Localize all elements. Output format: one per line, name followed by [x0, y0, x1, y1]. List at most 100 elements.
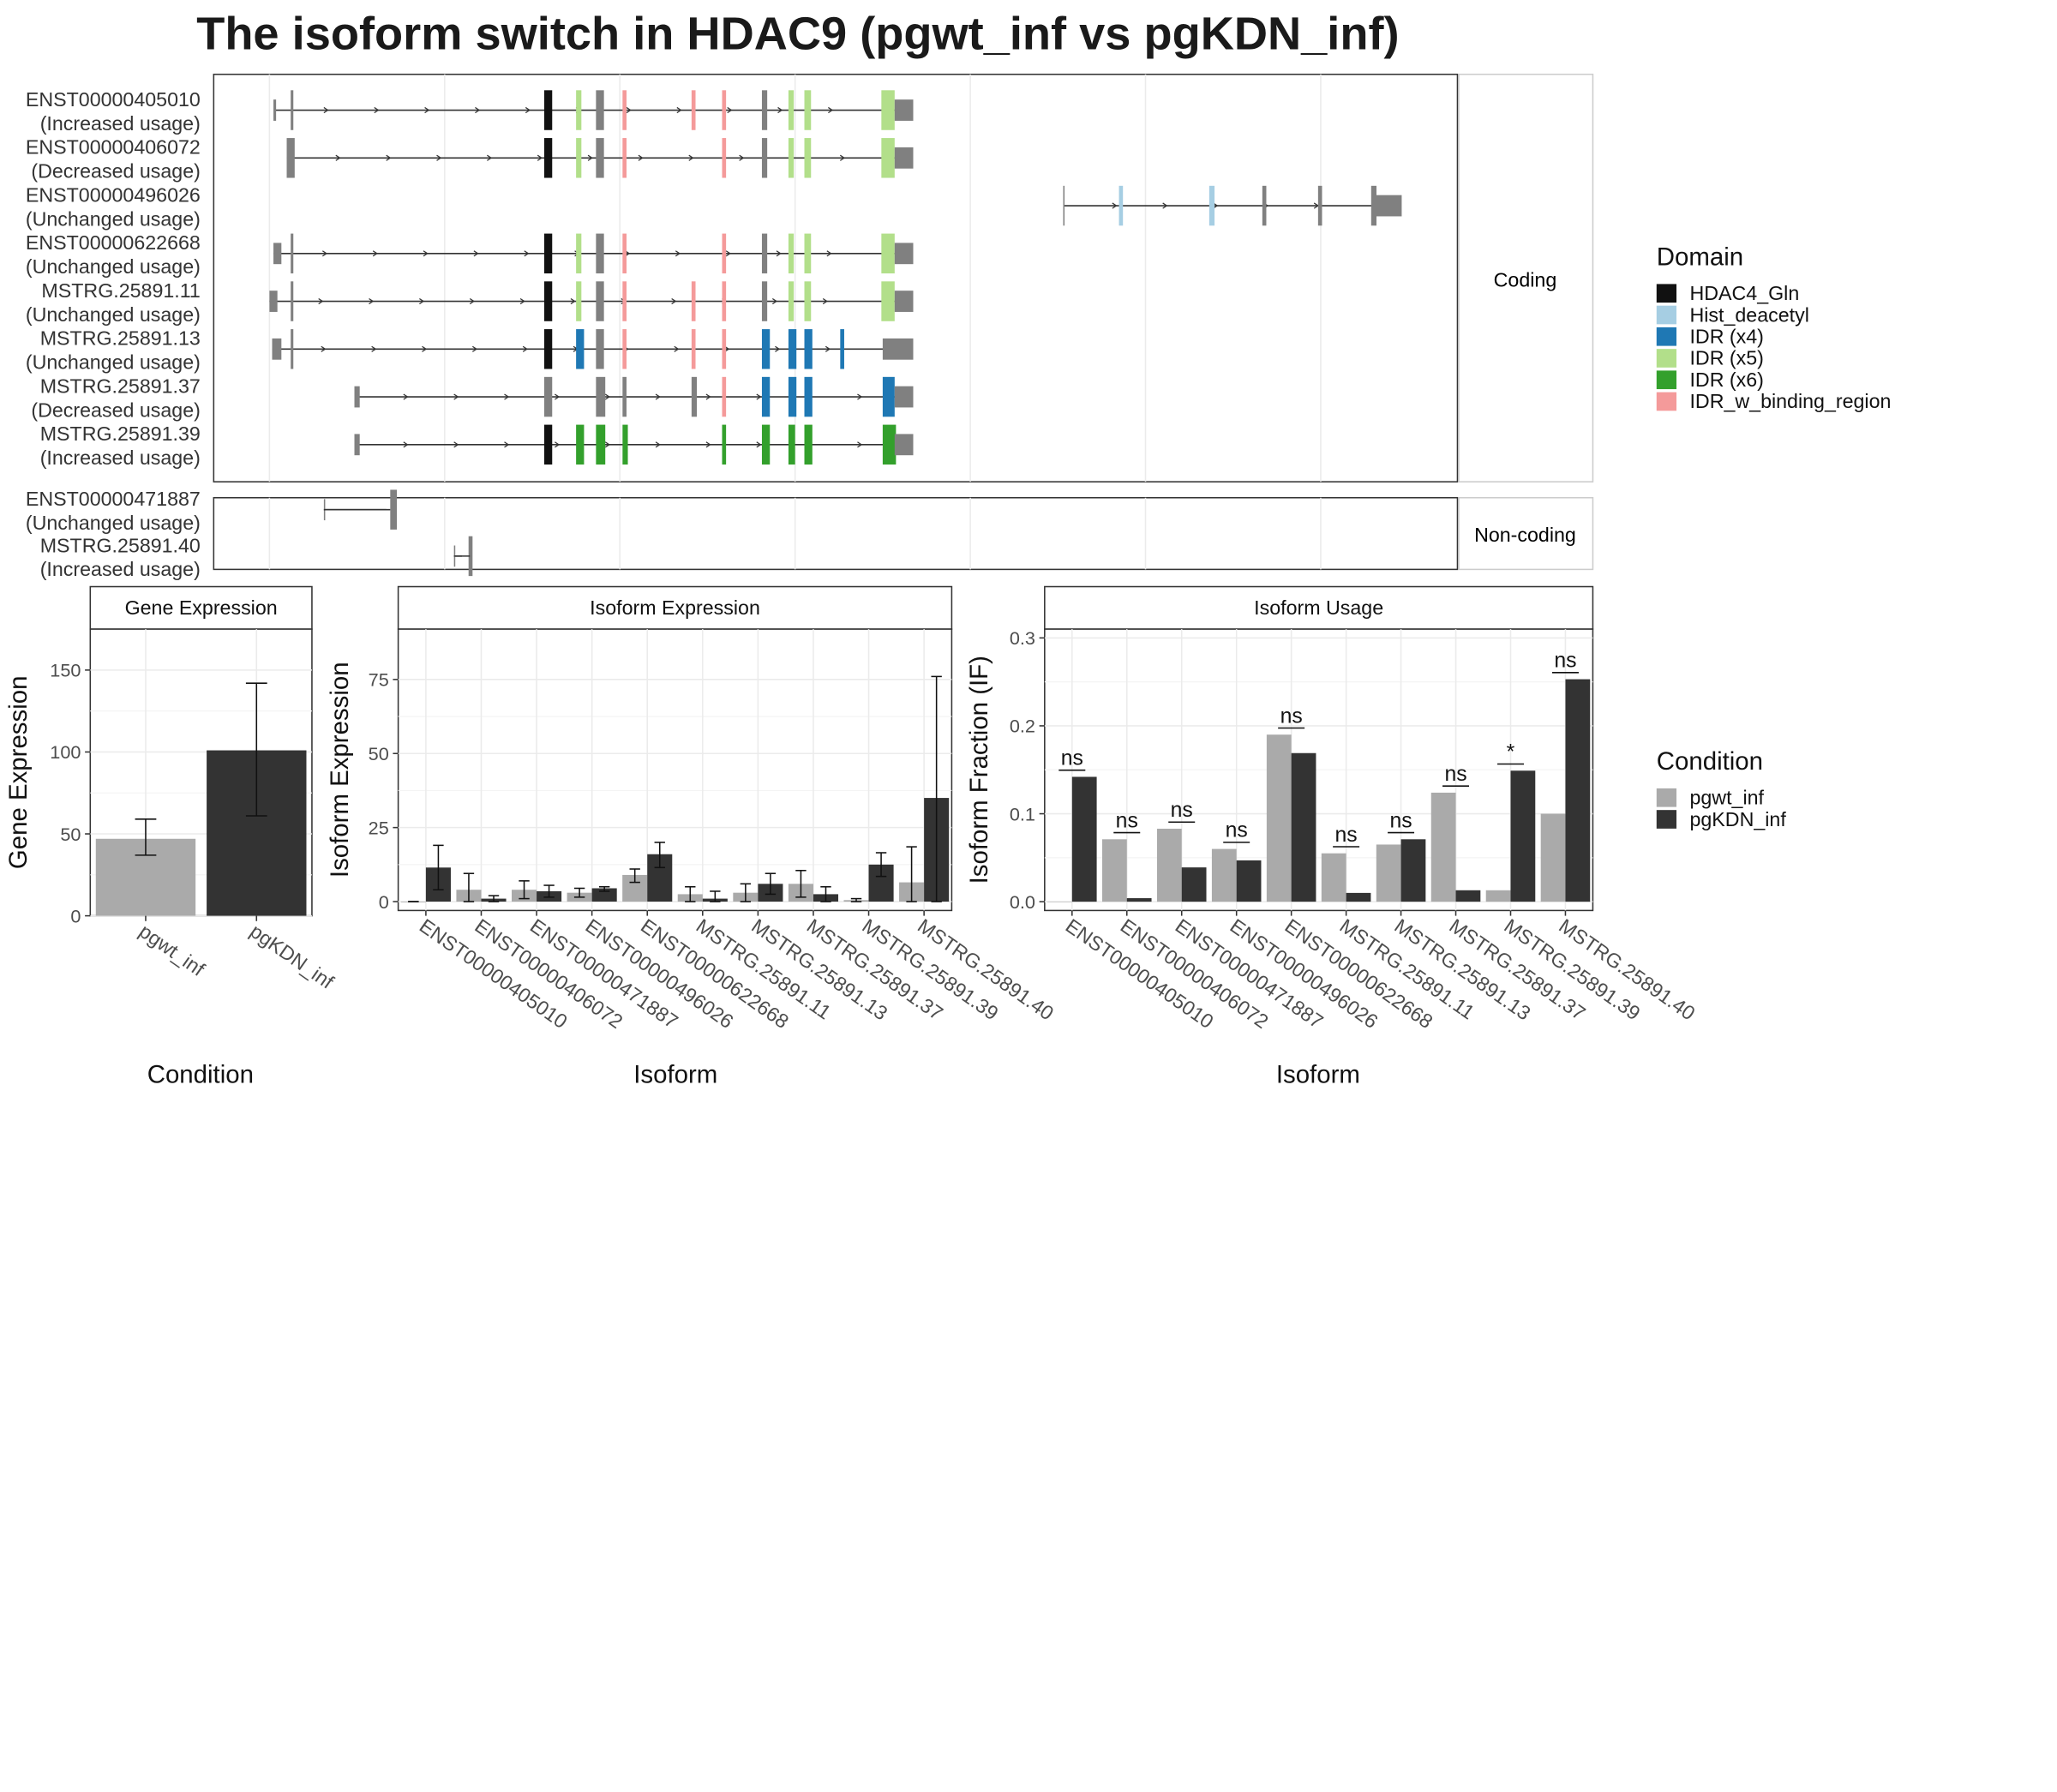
transcript-id-label: ENST00000471887: [26, 488, 201, 510]
exon-block: [596, 138, 603, 177]
transcript-usage-label: (Decreased usage): [31, 160, 200, 183]
legend-swatch-domain: [1657, 393, 1676, 411]
transcript-id-label: ENST00000496026: [26, 183, 201, 206]
exon-block: [273, 99, 276, 121]
exon-block: [291, 329, 293, 369]
exon-block: [544, 138, 552, 177]
exon-block: [596, 377, 605, 417]
exon-block: [789, 425, 795, 464]
exon-block: [895, 291, 914, 312]
legend-label-domain: Hist_deacetyl: [1689, 303, 1808, 326]
significance-label: ns: [1444, 763, 1466, 786]
exon-block: [762, 329, 770, 369]
legend-swatch-condition: [1657, 788, 1676, 807]
y-tick-label: 100: [50, 741, 81, 763]
exon-block: [789, 281, 794, 321]
exon-block: [1209, 186, 1214, 225]
exon-block: [883, 425, 896, 464]
exon-block: [291, 90, 293, 129]
bar: [1157, 829, 1182, 902]
exon-block: [622, 377, 627, 417]
transcript-usage-label: (Increased usage): [40, 447, 201, 469]
legend-swatch-domain: [1657, 370, 1676, 389]
y-axis-label: Isoform Fraction (IF): [965, 656, 993, 884]
bar: [1565, 680, 1590, 902]
exon-block: [883, 377, 895, 417]
legend-swatch-condition: [1657, 810, 1676, 829]
page-title: The isoform switch in HDAC9 (pgwt_inf vs…: [196, 8, 1399, 61]
exon-block: [722, 90, 726, 129]
exon-block: [596, 281, 603, 321]
exon-block: [722, 329, 726, 369]
bar: [1292, 753, 1316, 902]
noncoding-panel: [213, 498, 1457, 570]
exon-block: [1376, 195, 1401, 217]
bar: [1541, 814, 1566, 902]
exon-block: [291, 234, 293, 273]
exon-block: [544, 425, 552, 464]
exon-block: [1064, 186, 1065, 225]
exon-block: [355, 434, 360, 455]
panel-title: Gene Expression: [125, 596, 278, 619]
exon-block: [544, 377, 552, 417]
exon-block: [291, 281, 293, 321]
y-tick-label: 0.0: [1010, 891, 1035, 913]
legend-title-condition: Condition: [1657, 747, 1763, 776]
exon-block: [762, 90, 767, 129]
exon-block: [1119, 186, 1124, 225]
exon-block: [805, 329, 813, 369]
legend-swatch-domain: [1657, 327, 1676, 346]
exon-block: [576, 90, 581, 129]
transcript-id-label: ENST00000622668: [26, 231, 201, 254]
transcript-usage-label: (Increased usage): [40, 112, 201, 135]
significance-label: ns: [1116, 809, 1138, 832]
exon-block: [895, 434, 914, 455]
bar: [1346, 893, 1371, 902]
exon-block: [789, 138, 794, 177]
transcript-usage-label: (Unchanged usage): [26, 351, 201, 374]
transcript-id-label: MSTRG.25891.13: [40, 327, 201, 350]
exon-block: [881, 90, 894, 129]
y-tick-label: 0.2: [1010, 716, 1035, 737]
exon-block: [762, 234, 767, 273]
exon-block: [722, 281, 726, 321]
transcript-usage-label: (Unchanged usage): [26, 303, 201, 326]
exon-block: [805, 281, 812, 321]
exon-block: [287, 138, 295, 177]
exon-block: [576, 281, 581, 321]
x-axis-label: Condition: [147, 1061, 254, 1089]
exon-block: [596, 234, 603, 273]
exon-block: [722, 425, 726, 464]
exon-block: [883, 339, 914, 360]
significance-label: ns: [1335, 824, 1358, 847]
y-axis-label: Isoform Expression: [326, 662, 354, 878]
legend-label-domain: IDR (x6): [1689, 369, 1763, 391]
exon-block: [1318, 186, 1322, 225]
exon-block: [596, 329, 603, 369]
bar: [1376, 844, 1401, 902]
significance-label: ns: [1061, 747, 1083, 770]
significance-label: *: [1507, 740, 1515, 764]
panel-title: Isoform Usage: [1254, 596, 1383, 619]
coding-panel: [213, 75, 1457, 482]
exon-block: [722, 234, 726, 273]
legend-swatch-domain: [1657, 306, 1676, 325]
transcript-usage-label: (Decreased usage): [31, 399, 200, 421]
x-axis-label: Isoform: [1276, 1061, 1360, 1089]
legend-label-domain: IDR_w_binding_region: [1689, 390, 1891, 412]
significance-label: ns: [1226, 819, 1248, 842]
legend-label-domain: IDR (x5): [1689, 347, 1763, 369]
exon-block: [622, 425, 627, 464]
exon-block: [692, 90, 696, 129]
transcript-id-label: MSTRG.25891.11: [41, 279, 200, 302]
exon-block: [895, 387, 914, 408]
bar: [1401, 839, 1426, 902]
exon-block: [895, 99, 914, 121]
exon-block: [544, 234, 552, 273]
exon-block: [762, 138, 767, 177]
exon-block: [692, 329, 696, 369]
exon-block: [881, 281, 894, 321]
exon-block: [789, 90, 794, 129]
y-tick-label: 25: [369, 817, 389, 838]
exon-block: [622, 234, 627, 273]
